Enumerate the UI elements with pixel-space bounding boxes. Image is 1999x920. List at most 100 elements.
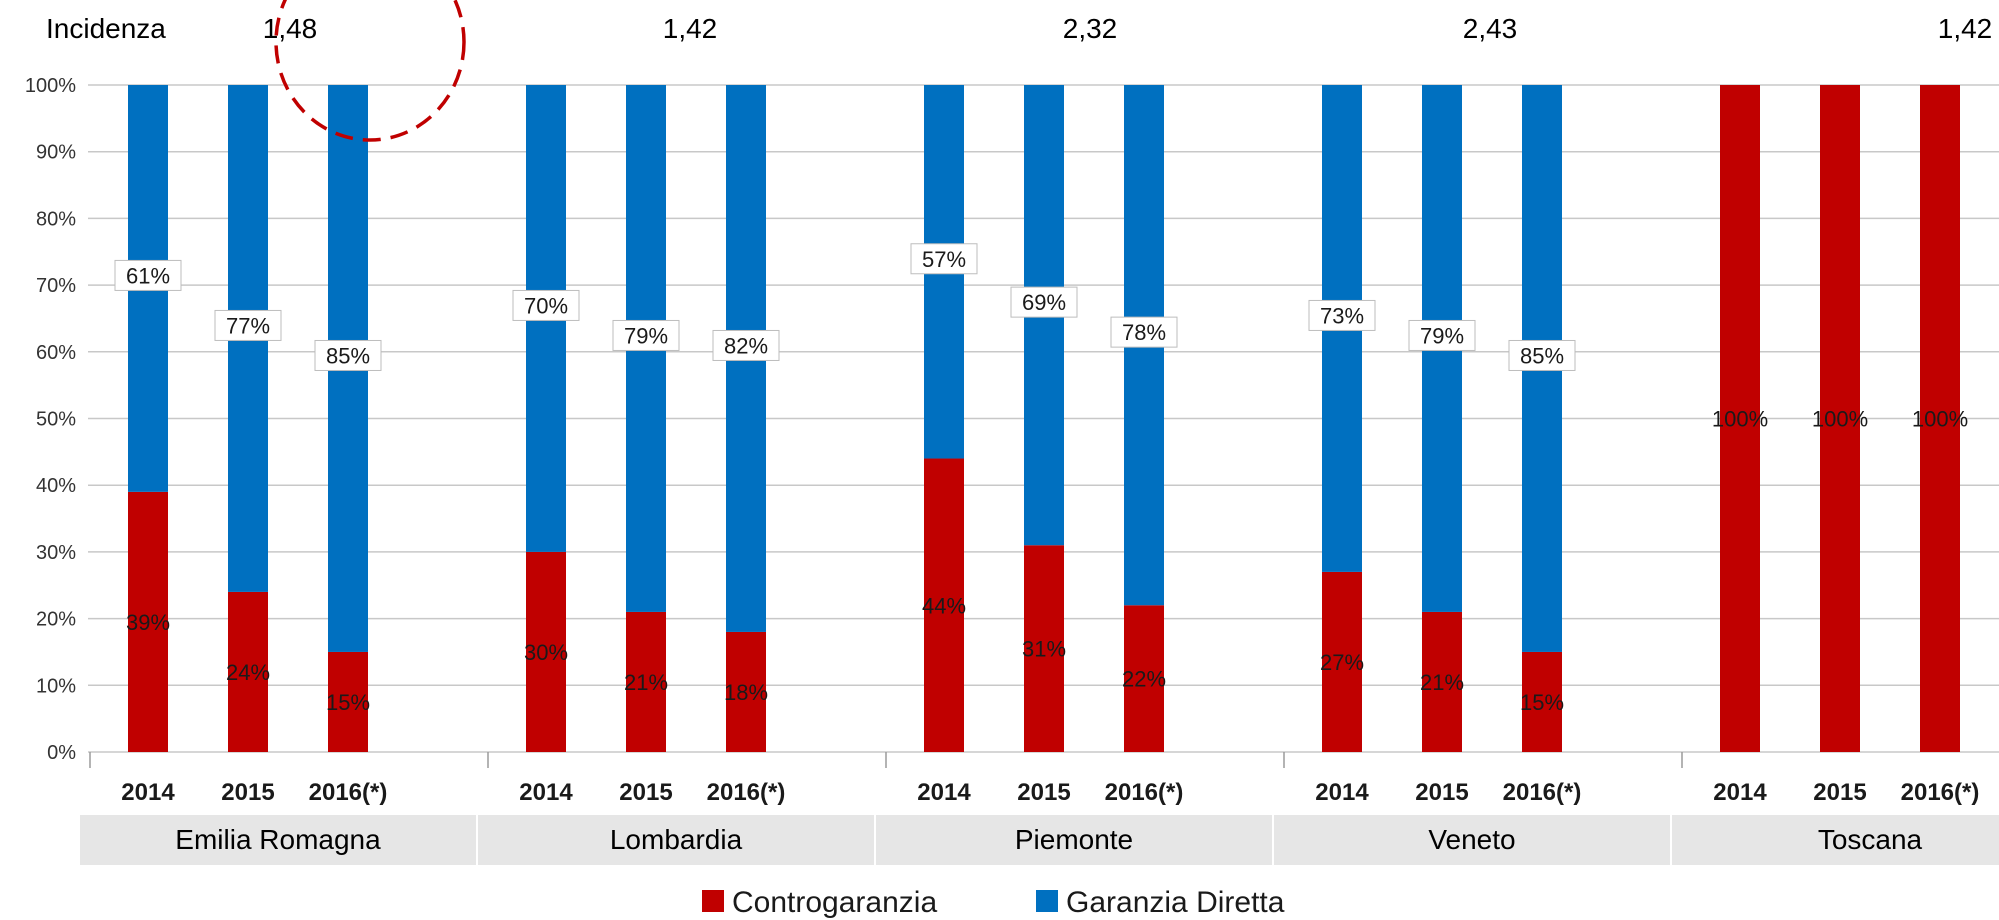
data-label-garanzia-diretta: 57% (922, 247, 966, 272)
data-label-controgaranzia: 15% (326, 690, 370, 715)
data-label-box (910, 243, 978, 275)
bar-controgaranzia (924, 458, 964, 752)
incidenza-value: 2,32 (1063, 13, 1118, 44)
x-tick-label: 2015 (221, 779, 274, 806)
bar-controgaranzia (1422, 611, 1462, 752)
legend-swatch-controgaranzia (702, 890, 724, 912)
data-label-box (712, 329, 780, 361)
data-label-garanzia-diretta: 82% (724, 333, 768, 358)
bar-controgaranzia (128, 491, 168, 752)
legend: Controgaranzia Garanzia Diretta (702, 886, 1285, 919)
bar-controgaranzia (1124, 605, 1164, 752)
x-tick-label: 2015 (1017, 779, 1070, 806)
incidenza-value: 1,48 (263, 13, 318, 44)
highlight-circle (274, 0, 466, 142)
data-label-controgaranzia: 18% (724, 680, 768, 705)
data-label-garanzia-diretta: 73% (1320, 303, 1364, 328)
data-label-garanzia-diretta: 85% (1520, 343, 1564, 368)
region-label: Toscana (1818, 824, 1923, 855)
data-label-box (214, 309, 282, 341)
bar-controgaranzia (526, 551, 566, 752)
x-tick-label: 2014 (917, 779, 971, 806)
data-label-controgaranzia: 100% (1812, 407, 1868, 432)
bar-controgaranzia (726, 631, 766, 752)
y-tick-label: 70% (36, 275, 76, 297)
data-label-garanzia-diretta: 78% (1122, 320, 1166, 345)
data-label-box (114, 259, 182, 291)
data-label-box (1508, 339, 1576, 371)
bar-controgaranzia (1322, 571, 1362, 752)
region-band (478, 815, 874, 865)
data-label-controgaranzia: 15% (1520, 690, 1564, 715)
data-labels-layer: 61% 39% 77% 24% 85% 15% 70% 30% 79% 21% 82% 18% 57% 4… (114, 243, 1968, 715)
legend-swatch-garanzia-diretta (1036, 890, 1058, 912)
x-tick-label: 2014 (1315, 779, 1369, 806)
y-tick-label: 60% (36, 342, 76, 364)
data-label-box (1308, 299, 1376, 331)
legend-label-controgaranzia: Controgaranzia (732, 886, 937, 919)
bar-controgaranzia (228, 591, 268, 752)
data-label-box (612, 319, 680, 351)
data-label-box (1110, 316, 1178, 348)
data-label-garanzia-diretta: 79% (1420, 323, 1464, 348)
region-label: Piemonte (1015, 824, 1133, 855)
data-label-controgaranzia: 31% (1022, 637, 1066, 662)
x-tick-label: 2014 (1713, 779, 1767, 806)
data-label-controgaranzia: 22% (1122, 667, 1166, 692)
data-label-garanzia-diretta: 79% (624, 323, 668, 348)
y-tick-label: 30% (36, 542, 76, 564)
incidenza-label: Incidenza (46, 13, 166, 44)
data-label-box (1010, 286, 1078, 318)
bar-controgaranzia (1720, 85, 1760, 752)
data-label-garanzia-diretta: 85% (326, 343, 370, 368)
x-tick-label: 2015 (1813, 779, 1866, 806)
data-label-controgaranzia: 27% (1320, 650, 1364, 675)
y-tick-label: 10% (36, 675, 76, 697)
x-tick-label: 2016(*) (309, 779, 388, 806)
incidenza-value: 2,43 (1463, 13, 1518, 44)
data-label-garanzia-diretta: 69% (1022, 290, 1066, 315)
highlight-layer (274, 0, 466, 142)
bar-controgaranzia (328, 651, 368, 752)
region-band (876, 815, 1272, 865)
data-label-controgaranzia: 21% (624, 670, 668, 695)
y-tick-label: 80% (36, 208, 76, 230)
data-label-controgaranzia: 100% (1912, 407, 1968, 432)
data-label-controgaranzia: 44% (922, 593, 966, 618)
bar-controgaranzia (626, 611, 666, 752)
incidenza-value: 1,42 (1938, 13, 1993, 44)
bar-controgaranzia (1024, 545, 1064, 752)
region-band (1274, 815, 1670, 865)
region-band (1672, 815, 1999, 865)
data-label-garanzia-diretta: 61% (126, 263, 170, 288)
data-label-garanzia-diretta: 77% (226, 313, 270, 338)
x-tick-label: 2014 (121, 779, 175, 806)
y-tick-label: 20% (36, 609, 76, 631)
y-tick-label: 50% (36, 409, 76, 431)
data-label-controgaranzia: 100% (1712, 407, 1768, 432)
bar-controgaranzia (1820, 85, 1860, 752)
x-tick-label: 2015 (1415, 779, 1468, 806)
x-tick-label: 2016(*) (1105, 779, 1184, 806)
x-tick-label: 2016(*) (1503, 779, 1582, 806)
y-tick-label: 0% (47, 742, 76, 764)
incidenza-value: 1,42 (663, 13, 718, 44)
x-tick-label: 2016(*) (1901, 779, 1980, 806)
y-tick-label: 40% (36, 475, 76, 497)
data-label-controgaranzia: 30% (524, 640, 568, 665)
x-axis: 2014 2015 2016(*) 2014 2015 2016(*) 2014 2015 20… (89, 752, 1980, 806)
data-label-controgaranzia: 24% (226, 660, 270, 685)
data-label-controgaranzia: 21% (1420, 670, 1464, 695)
data-label-box (1408, 319, 1476, 351)
legend-label-garanzia-diretta: Garanzia Diretta (1066, 886, 1285, 919)
region-label: Veneto (1428, 824, 1515, 855)
data-label-garanzia-diretta: 70% (524, 293, 568, 318)
bar-controgaranzia (1522, 651, 1562, 752)
region-label: Emilia Romagna (175, 824, 381, 855)
region-label: Lombardia (610, 824, 743, 855)
incidenza-row: Incidenza 1,48 1,42 2,32 2,43 1,42 (46, 13, 1992, 44)
region-band (80, 815, 476, 865)
x-tick-label: 2015 (619, 779, 672, 806)
y-tick-label: 100% (25, 75, 76, 97)
